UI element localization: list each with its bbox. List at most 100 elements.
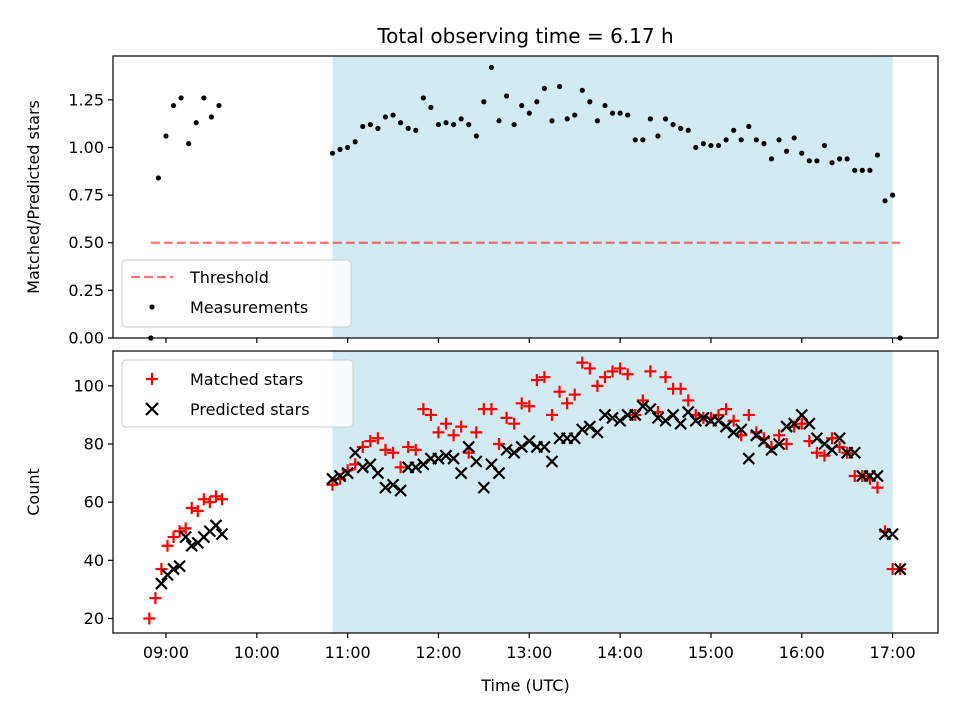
predicted-star-marker	[575, 423, 589, 436]
top-legend-box	[121, 259, 352, 328]
predicted-star-marker	[591, 426, 604, 439]
matched-star-marker	[149, 592, 162, 605]
matched-star-marker	[155, 563, 168, 576]
x-tick-label: 09:00	[143, 643, 189, 662]
predicted-star-marker	[454, 466, 468, 480]
matched-star-marker	[447, 429, 460, 442]
top-y-tick-label: 0.25	[68, 281, 104, 300]
measurement-point	[685, 127, 691, 133]
predicted-star-marker	[379, 481, 392, 494]
x-tick-label: 10:00	[234, 643, 280, 662]
predicted-star-marker	[886, 527, 899, 541]
measurement-point	[163, 133, 169, 139]
predicted-star-marker	[772, 437, 786, 451]
x-tick-label: 12:00	[415, 643, 461, 662]
predicted-star-marker	[606, 411, 619, 425]
predicted-star-marker	[215, 527, 229, 541]
matched-star-marker	[606, 365, 619, 378]
predicted-star-marker	[825, 443, 839, 457]
top-observing-window-shade	[332, 56, 893, 338]
measurement-point	[761, 141, 767, 147]
matched-star-marker	[379, 443, 392, 456]
measurement-point	[791, 135, 797, 141]
predicted-star-marker	[659, 414, 672, 428]
matched-star-marker	[191, 504, 204, 517]
predicted-star-marker	[833, 431, 846, 445]
measurement-point	[587, 99, 593, 105]
legend-threshold-label: Threshold	[189, 268, 269, 287]
top-y-tick-label: 1.25	[68, 90, 104, 109]
matched-star-marker	[795, 417, 808, 430]
measurement-point	[564, 116, 570, 122]
matched-star-marker	[209, 490, 222, 503]
measurement-point	[170, 102, 177, 109]
predicted-star-marker	[185, 539, 198, 553]
matched-star-marker	[742, 408, 755, 421]
measurement-point	[708, 142, 714, 149]
predicted-star-marker	[209, 519, 223, 532]
measurement-point	[572, 112, 578, 118]
measurement-point	[458, 116, 464, 122]
measurement-point	[216, 102, 222, 109]
predicted-star-marker	[803, 417, 816, 430]
matched-star-marker	[485, 403, 498, 416]
measurement-point	[693, 144, 699, 151]
predicted-star-marker	[674, 417, 687, 430]
measurement-point	[852, 167, 858, 173]
measurement-point	[594, 118, 601, 124]
measurement-point	[867, 167, 873, 173]
x-tick-label: 13:00	[506, 643, 552, 662]
legend-measurements-swatch	[149, 304, 155, 310]
measurement-point	[829, 160, 835, 166]
measurement-point	[413, 127, 419, 133]
predicted-star-marker	[500, 443, 513, 457]
bottom-y-tick-label: 80	[84, 435, 104, 454]
matched-star-marker	[523, 400, 536, 413]
measurement-point	[655, 133, 661, 139]
measurement-point	[420, 95, 426, 101]
measurement-point	[859, 167, 865, 173]
matched-star-marker	[591, 379, 604, 392]
x-tick-label: 17:00	[870, 643, 916, 662]
matched-star-marker	[179, 522, 192, 535]
matched-star-marker	[508, 417, 521, 430]
measurement-point	[443, 120, 449, 126]
predicted-star-marker	[394, 484, 407, 497]
matched-star-marker	[326, 478, 339, 491]
matched-star-marker	[203, 496, 216, 509]
top-panel: 0.00 0.25 0.50 0.75 1.00 1.25 Total observing…	[24, 24, 939, 348]
predicted-star-marker	[871, 469, 884, 483]
measurement-point	[549, 118, 555, 124]
predicted-star-marker	[507, 446, 521, 460]
predicted-star-marker	[780, 420, 793, 433]
matched-star-marker	[659, 371, 672, 384]
x-tick-label: 16:00	[779, 643, 825, 662]
predicted-star-marker	[545, 455, 559, 468]
matched-star-marker	[440, 417, 453, 430]
measurement-point	[700, 141, 706, 147]
matched-star-marker	[500, 411, 513, 424]
matched-star-marker	[780, 438, 793, 451]
matched-star-marker	[409, 443, 422, 456]
top-legend: Threshold Measurements	[121, 259, 352, 328]
measurement-point	[398, 120, 404, 126]
measurement-point	[390, 112, 396, 118]
predicted-star-marker	[333, 469, 347, 483]
matched-star-marker	[215, 493, 228, 506]
x-axis-label: Time (UTC)	[480, 676, 569, 695]
matched-star-marker	[371, 432, 384, 445]
measurement-point	[481, 99, 487, 105]
measurement-point	[731, 127, 737, 133]
predicted-star-marker	[848, 446, 862, 460]
legend-measurements-label: Measurements	[190, 298, 308, 317]
measurement-point	[496, 118, 502, 124]
predicted-star-marker	[750, 429, 763, 442]
predicted-star-marker	[432, 452, 445, 465]
matched-star-marker	[424, 408, 437, 421]
predicted-star-marker	[348, 446, 362, 460]
x-tick-label: 14:00	[597, 643, 643, 662]
matched-star-marker	[818, 449, 831, 462]
measurement-point	[178, 95, 184, 101]
x-tick-label: 11:00	[325, 643, 371, 662]
measurement-point	[806, 158, 812, 164]
